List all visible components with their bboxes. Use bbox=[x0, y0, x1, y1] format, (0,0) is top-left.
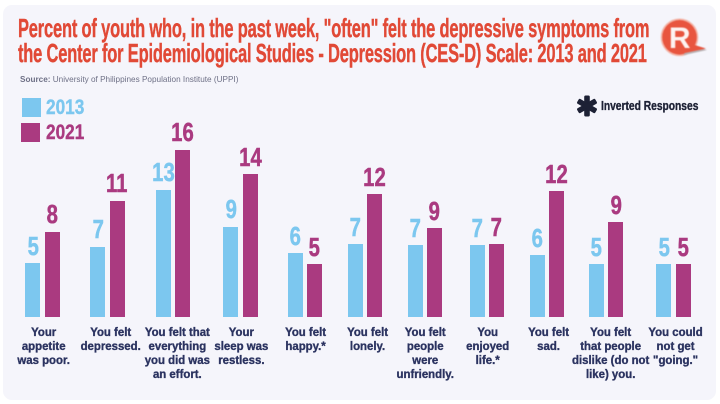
svg-text:R: R bbox=[669, 22, 691, 55]
